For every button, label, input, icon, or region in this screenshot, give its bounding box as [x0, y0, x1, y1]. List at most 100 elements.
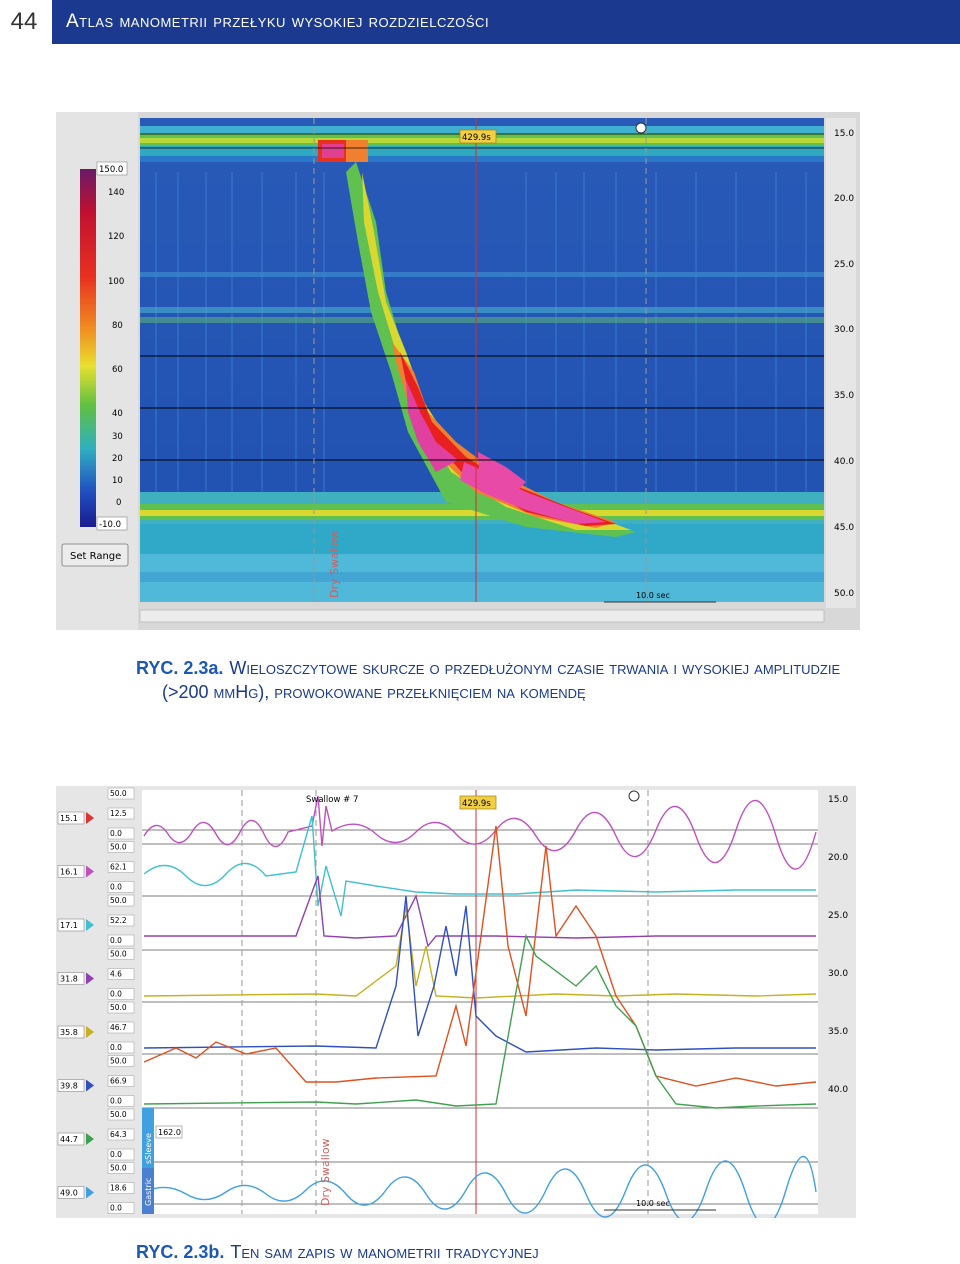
channel-value: 4.6: [110, 970, 122, 979]
channel-tag: 31.8: [60, 975, 78, 984]
page-header: 44 Atlas manometrii przełyku wysokiej ro…: [0, 0, 960, 44]
channel-labels: 15.1 50.0 12.5 0.0 16.1 50.0 62.1 0.0 17.1 50.0 52…: [57, 787, 135, 1214]
channel-3: 31.8 50.0 4.6 0.0: [57, 948, 135, 1000]
depth-label: 35.0: [834, 391, 854, 401]
channel-bottom: 0.0: [110, 829, 122, 838]
channel-tag: 44.7: [60, 1135, 78, 1144]
channel-tag: 15.1: [60, 814, 78, 823]
channel-top: 50.0: [110, 950, 127, 959]
channel-baselines: [142, 829, 818, 1205]
figure-a-caption: RYC. 2.3a. Wieloszczytowe skurcze o przed…: [136, 656, 932, 704]
event-label: Dry Swallow: [328, 530, 341, 598]
channel-arrow-icon: [86, 1133, 94, 1145]
channel-arrow-icon: [86, 1079, 94, 1092]
figure-b-caption: RYC. 2.3b. Ten sam zapis w manometrii tra…: [136, 1240, 916, 1264]
depth-label: 45.0: [834, 523, 854, 533]
channel-tag: 39.8: [60, 1082, 78, 1091]
channel-value: 18.6: [110, 1184, 127, 1193]
channel-bottom: 0.0: [110, 1150, 122, 1159]
channel-2: 17.1 50.0 52.2 0.0: [57, 894, 135, 947]
depth-label: 40.0: [834, 457, 854, 467]
scale-label: 30: [112, 432, 123, 442]
color-scale-labels: 150.0 140 120 100 80 60 40 30 20 10 0 -1…: [96, 161, 128, 531]
channel-arrow-icon: [86, 1026, 94, 1038]
channel-top: 50.0: [110, 896, 127, 905]
time-marker-b: [459, 795, 497, 810]
depth-label: 20.0: [834, 194, 854, 204]
channel-bottom: 0.0: [110, 1097, 122, 1106]
channel-tag: 16.1: [60, 868, 78, 877]
figure-a-hrm-plot: 150.0 140 120 100 80 60 40 30 20 10 0 -1…: [56, 112, 860, 630]
channel-top: 50.0: [110, 1057, 127, 1066]
trace-31-8: [143, 905, 817, 999]
figure-b-caption-text: Ten sam zapis w manometrii tradycyjnej: [230, 1242, 539, 1262]
duration-label: 10.0 sec: [636, 591, 670, 600]
channel-6: 44.7 50.0 64.3 0.0: [57, 1108, 135, 1161]
channel-bottom: 0.0: [110, 990, 122, 999]
channel-top: 50.0: [110, 843, 127, 852]
figure-b-svg: 15.1 50.0 12.5 0.0 16.1 50.0 62.1 0.0 17.1 50.0 52…: [56, 786, 856, 1218]
figure-b-label: RYC. 2.3b.: [136, 1242, 225, 1262]
depth-label: 25.0: [834, 260, 854, 270]
depth-label: 30.0: [834, 325, 854, 335]
channel-tag: 17.1: [60, 921, 78, 930]
scale-label: 60: [112, 365, 123, 375]
channel-arrow-icon: [86, 865, 94, 878]
channel-value: 64.3: [110, 1130, 127, 1139]
depth-label: 40.0: [828, 1085, 848, 1095]
horizontal-scrollbar[interactable]: [139, 609, 825, 623]
depth-label: 15.0: [834, 129, 854, 139]
running-title: Atlas manometrii przełyku wysokiej rozdz…: [66, 11, 490, 32]
depth-label: 30.0: [828, 969, 848, 979]
set-range-button[interactable]: Set Range: [61, 543, 129, 567]
scale-label: 80: [112, 321, 123, 331]
trace-17-1: [144, 875, 816, 948]
channel-arrow-icon: [86, 1186, 94, 1199]
figure-a-svg: 150.0 140 120 100 80 60 40 30 20 10 0 -1…: [56, 112, 860, 630]
scale-label: 150.0: [99, 165, 123, 175]
channel-bottom: 0.0: [110, 1043, 122, 1052]
channel-tag: 35.8: [60, 1028, 78, 1037]
scale-label: 20: [112, 454, 123, 464]
time-marker-b-label: 429.9s: [462, 799, 491, 809]
figure-a-caption-line2: (>200 mmHg), prowokowane przełknięciem n…: [162, 682, 586, 702]
channel-0: 15.1 50.0 12.5 0.0: [57, 787, 135, 840]
channel-value: 46.7: [110, 1023, 127, 1032]
figure-b-conventional-plot: 15.1 50.0 12.5 0.0 16.1 50.0 62.1 0.0 17.1 50.0 52…: [56, 786, 856, 1218]
depth-label: 15.0: [828, 795, 848, 805]
depth-label: 25.0: [828, 911, 848, 921]
trace-44-7: [143, 933, 817, 1109]
depth-ruler: 15.0 20.0 25.0 30.0 35.0 40.0 45.0 50.0: [826, 118, 856, 608]
depth-label: 20.0: [828, 853, 848, 863]
scale-label: 120: [108, 232, 124, 242]
trace-15-1: [143, 795, 817, 870]
swallow-marker-label: Swallow # 7: [306, 795, 358, 805]
gastric-label: Gastric: [144, 1178, 153, 1206]
channel-value: 52.2: [110, 916, 127, 925]
scale-label: 10: [112, 476, 123, 486]
channel-top: 50.0: [110, 1110, 127, 1119]
channel-arrow-icon: [86, 812, 94, 824]
channel-4: 35.8 50.0 46.7 0.0: [57, 1001, 135, 1054]
channel-bottom: 0.0: [110, 883, 122, 892]
channel-value: 66.9: [110, 1077, 127, 1086]
figure-a-caption-line1: Wieloszczytowe skurcze o przedłużonym cz…: [229, 658, 841, 678]
marker-circle-icon: [635, 122, 647, 134]
color-scale-bar: [80, 169, 96, 527]
channel-5: 39.8 50.0 66.9 0.0: [57, 1055, 135, 1107]
channel-7: 49.0 50.0 18.6 0.0: [57, 1162, 135, 1214]
channel-bottom: 0.0: [110, 936, 122, 945]
trace-16-1: [143, 815, 816, 917]
pressure-traces: [143, 795, 817, 1218]
trace-35-8: [143, 895, 816, 1053]
set-range-label: Set Range: [70, 551, 121, 562]
channel-1: 16.1 50.0 62.1 0.0: [57, 841, 135, 893]
page-number: 44: [0, 0, 48, 44]
time-marker-label: 429.9s: [462, 133, 491, 143]
spatiotemporal-plot: Dry Swallow 429.9s 10.0 sec: [140, 118, 824, 603]
channel-top: 50.0: [110, 789, 127, 798]
depth-label: 35.0: [828, 1027, 848, 1037]
channel-arrow-icon: [86, 972, 94, 985]
time-marker: [459, 129, 497, 144]
event-label-b: Dry Swallow: [319, 1138, 332, 1206]
